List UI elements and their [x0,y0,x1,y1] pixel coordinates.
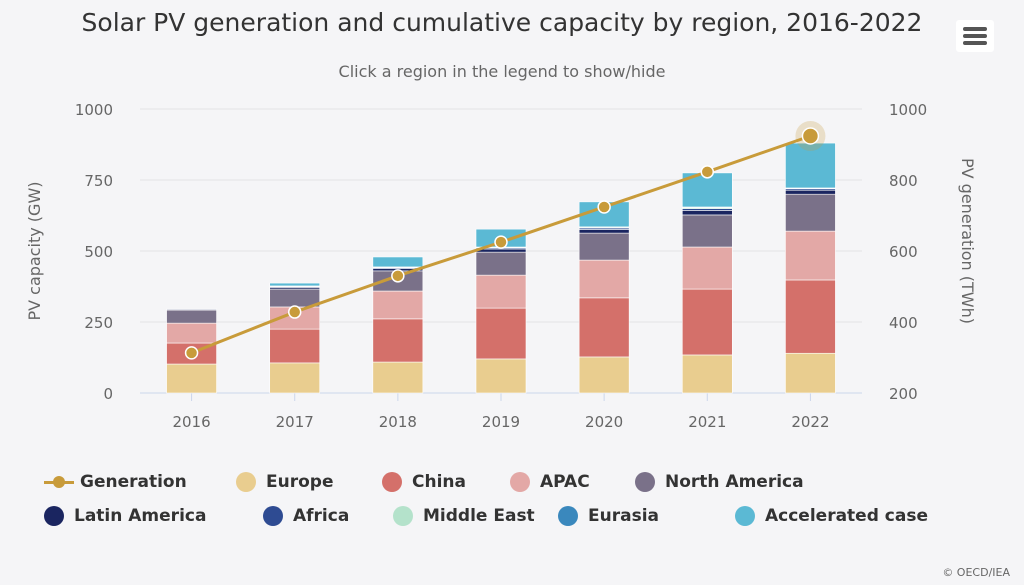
legend-item-accelerated-case[interactable]: Accelerated case [735,506,928,526]
y-tick-label: 750 [84,172,113,190]
bar-north-america [785,193,836,232]
generation-point [700,165,715,179]
bar-north-america [475,251,527,276]
y-axis-label: PV capacity (GW) [25,181,44,320]
bar-europe [269,362,321,394]
bar-apac [578,259,630,299]
y2-tick-label: 400 [889,314,918,332]
bar-accelerated-case [372,256,424,268]
legend-item-middle-east[interactable]: Middle East [393,506,535,526]
bar-north-america [578,232,630,261]
bar-apac [785,230,836,281]
legend-item-apac[interactable]: APAC [510,472,590,492]
y-tick-label: 500 [84,243,113,261]
legend-symbol-icon [382,472,402,492]
y-tick-label: 1000 [75,101,113,119]
generation-point [597,200,611,214]
generation-point [801,127,820,145]
generation-point [184,346,199,360]
bar-europe [475,358,527,394]
x-tick-label: 2017 [276,413,314,431]
legend-item-africa[interactable]: Africa [263,506,349,526]
generation-point [494,235,508,249]
bar-north-america [269,288,321,308]
y2-axis-label: PV generation (TWh) [958,158,977,324]
bar-latin-america [785,189,836,195]
legend-symbol-icon [510,472,530,492]
generation-point [287,305,302,319]
legend-item-generation[interactable]: Generation [44,472,187,492]
legend-item-china[interactable]: China [382,472,466,492]
bar-europe [166,363,217,394]
hamburger-menu-icon[interactable] [956,20,994,52]
legend-symbol-icon [735,506,755,526]
bar-africa [166,308,217,310]
legend-symbol-icon [44,506,64,526]
x-tick-label: 2018 [379,413,417,431]
bar-europe [681,354,733,394]
y2-tick-label: 600 [889,243,918,261]
bar-europe [578,356,630,394]
bar-europe [785,352,836,394]
bar-accelerated-case [785,142,836,189]
legend-symbol-icon [635,472,655,492]
legend-label: Europe [266,472,334,492]
y2-tick-label: 1000 [889,101,927,119]
legend-label: Latin America [74,506,207,526]
y-tick-label: 0 [103,385,113,403]
chart-title: Solar PV generation and cumulative capac… [81,8,923,37]
y-tick-label: 250 [84,314,113,332]
legend-item-north-america[interactable]: North America [635,472,804,492]
bar-latin-america [475,248,527,253]
legend-symbol-icon [44,476,74,488]
bar-china [475,307,527,360]
bar-latin-america [681,210,733,216]
legend-label: Eurasia [588,506,659,526]
bar-north-america [166,309,217,324]
legend-item-europe[interactable]: Europe [236,472,333,492]
credit: © OECD/IEA [942,566,1010,579]
legend-label: Accelerated case [765,506,928,526]
y2-tick-label: 800 [889,172,918,190]
bar-china [785,279,836,354]
bar-china [578,297,630,358]
x-tick-label: 2019 [482,413,520,431]
bar-apac [681,246,733,290]
legend-symbol-icon [236,472,256,492]
legend-label: North America [665,472,804,492]
legend-item-eurasia[interactable]: Eurasia [558,506,659,526]
bar-china [269,328,321,364]
legend-label: APAC [540,472,590,492]
bar-apac [475,274,527,309]
bar-china [681,288,733,356]
x-tick-label: 2020 [585,413,623,431]
generation-point [391,269,405,283]
legend-symbol-icon [263,506,283,526]
x-tick-label: 2022 [791,413,829,431]
legend-symbol-icon [393,506,413,526]
bar-latin-america [578,229,630,234]
chart-subtitle: Click a region in the legend to show/hid… [338,62,666,81]
legend-item-latin-america[interactable]: Latin America [44,506,206,526]
bar-north-america [681,214,733,248]
legend-label: China [412,472,466,492]
bar-china [372,318,424,363]
legend-label: Africa [293,506,350,526]
y2-tick-label: 200 [889,385,918,403]
bar-apac [166,322,217,344]
legend-label: Middle East [423,506,535,526]
x-tick-label: 2016 [172,413,210,431]
legend-label: Generation [80,472,187,492]
legend-symbol-icon [558,506,578,526]
x-tick-label: 2021 [688,413,726,431]
bar-accelerated-case [269,282,321,287]
bar-europe [372,361,424,394]
bar-apac [372,290,424,320]
